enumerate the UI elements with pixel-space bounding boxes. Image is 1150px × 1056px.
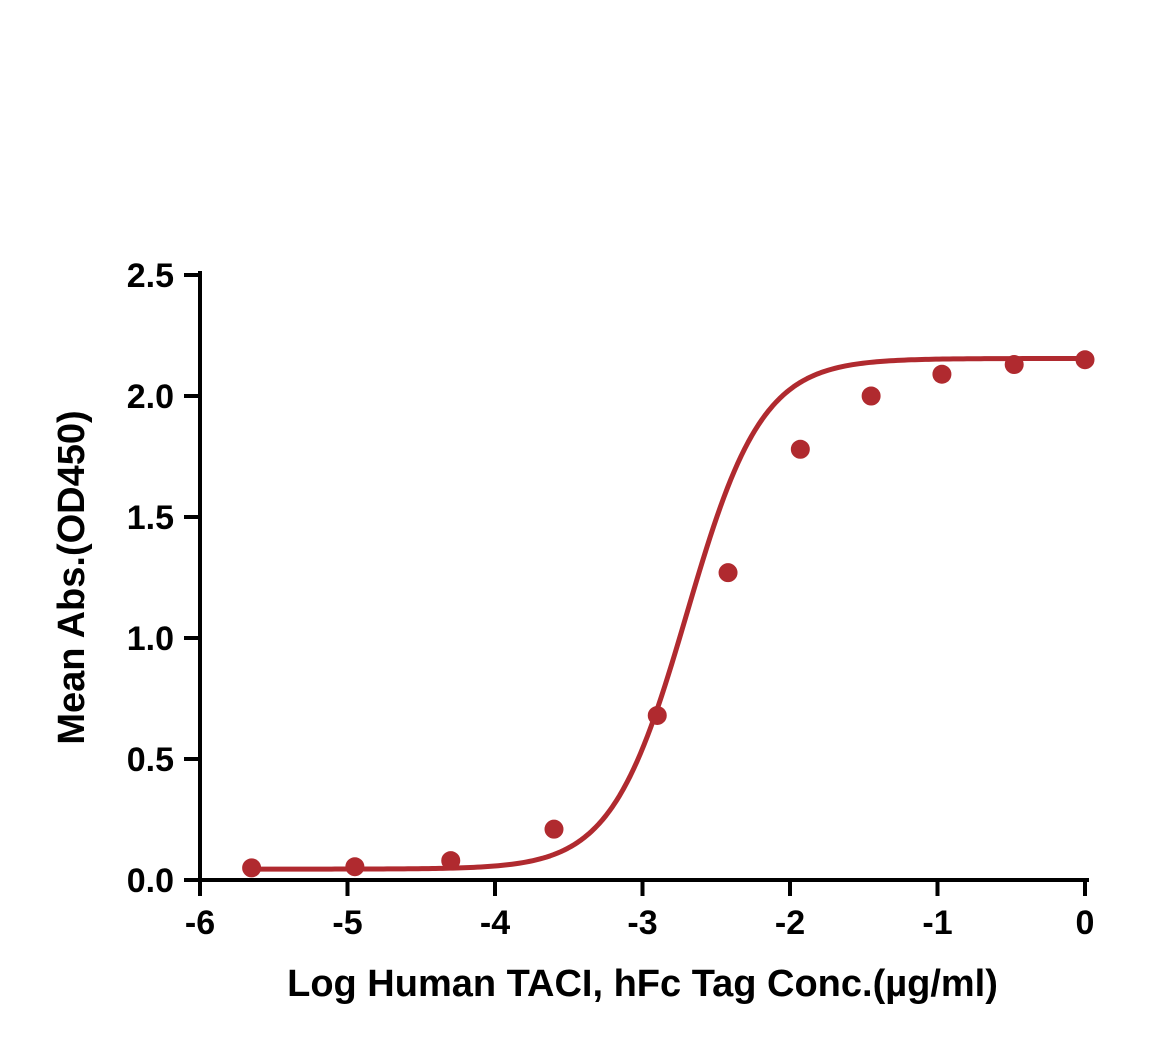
y-tick-label: 2.0 [127, 378, 174, 416]
y-tick-label: 2.5 [127, 257, 174, 295]
x-tick-label: -2 [775, 904, 805, 942]
y-tick-label: 1.5 [127, 499, 174, 537]
data-point [1005, 356, 1023, 374]
data-point [791, 440, 809, 458]
data-point [346, 858, 364, 876]
x-tick-label: -1 [922, 904, 952, 942]
data-point [243, 859, 261, 877]
chart-container: -6 -5 -4 -3 -2 -1 0 0.0 0.5 1.0 1.5 2.0 2.5 Log Human… [0, 0, 1150, 1056]
x-tick-label: -3 [627, 904, 657, 942]
data-point [862, 387, 880, 405]
y-tick-label: 1.0 [127, 620, 174, 658]
x-axis-label: Log Human TACI, hFc Tag Conc.(µg/ml) [287, 963, 998, 1005]
x-tick-label: 0 [1076, 904, 1095, 942]
data-point [1076, 351, 1094, 369]
series-line [252, 359, 1085, 870]
y-tick-label: 0.5 [127, 741, 174, 779]
data-point [545, 820, 563, 838]
data-point [442, 852, 460, 870]
x-tick-label: -6 [185, 904, 215, 942]
data-point [719, 564, 737, 582]
y-tick-label: 0.0 [127, 862, 174, 900]
chart-svg: -6 -5 -4 -3 -2 -1 0 0.0 0.5 1.0 1.5 2.0 2.5 Log Human… [0, 0, 1150, 1056]
x-tick-label: -4 [480, 904, 510, 942]
y-axis-label: Mean Abs.(OD450) [51, 410, 93, 744]
data-point [933, 365, 951, 383]
data-point [648, 706, 666, 724]
x-tick-label: -5 [332, 904, 362, 942]
